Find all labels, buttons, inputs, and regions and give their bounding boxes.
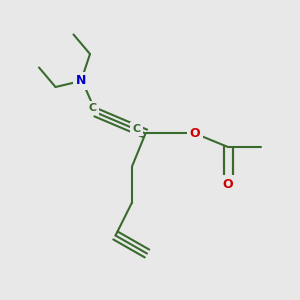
Text: O: O — [190, 127, 200, 140]
Text: C: C — [132, 124, 141, 134]
Text: C: C — [89, 103, 97, 113]
Text: N: N — [76, 74, 86, 88]
Text: O: O — [223, 178, 233, 191]
